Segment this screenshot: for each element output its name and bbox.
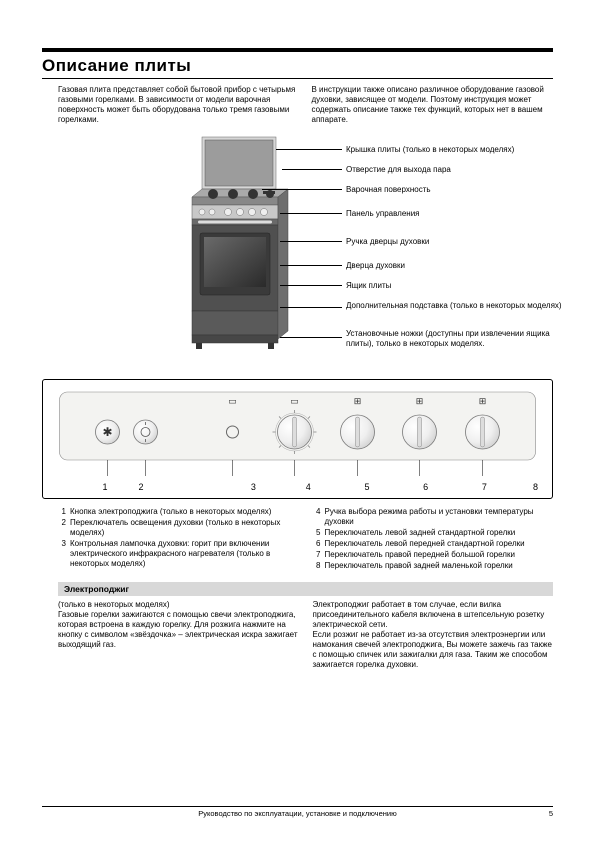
callout-handle: Ручка дверцы духовки [346,237,566,247]
callout-stand: Дополнительная подставка (только в некот… [346,301,566,311]
callout-panel: Панель управления [346,209,566,219]
panel-number-row: 1 2 3 4 5 6 7 8 [57,480,538,492]
ri-4: Ручка выбора режима работы и установки т… [325,507,554,527]
desc-left-col: 1Кнопка электроподжига (только в некотор… [58,507,299,572]
ri-6: Переключатель левой передней стандартной… [325,539,525,549]
svg-text:⊞: ⊞ [354,396,362,406]
stove-diagram: Крышка плиты (только в некоторых моделях… [42,133,553,373]
svg-text:✱: ✱ [102,425,112,439]
svg-text:⊞: ⊞ [416,396,424,406]
pn-5: 5 [311,482,370,492]
callout-line [280,265,342,266]
footer-text: Руководство по эксплуатации, установке и… [42,809,553,818]
intro-right: В инструкции также описано различное обо… [312,85,554,125]
title-underline [42,78,553,79]
top-thick-rule [42,48,553,52]
callout-drawer: Ящик плиты [346,281,566,291]
pn-8: 8 [487,482,538,492]
ri-8: Переключатель правой задней маленькой го… [325,561,513,571]
svg-text:▭: ▭ [290,396,299,406]
pn-6: 6 [369,482,428,492]
callout-line [280,307,342,308]
intro-left: Газовая плита представляет собой бытовой… [58,85,300,125]
ri-5: Переключатель левой задней стандартной г… [325,528,516,538]
pn-7: 7 [428,482,487,492]
pn-1: 1 [102,482,138,492]
callout-line [282,169,342,170]
callout-feet: Установочные ножки (доступны при извлече… [346,329,566,348]
page-footer: Руководство по эксплуатации, установке и… [42,806,553,818]
callout-lid: Крышка плиты (только в некоторых моделях… [346,145,566,155]
callout-steam: Отверстие для выхода пара [346,165,566,175]
li-2: Переключатель освещения духовки (только … [70,518,299,538]
li-3: Контрольная лампочка духовки: горит при … [70,539,299,569]
desc-right-col: 4Ручка выбора режима работы и установки … [313,507,554,572]
pn-4: 4 [256,482,311,492]
ignition-right: Электроподжиг работает в том случае, есл… [313,600,554,670]
control-panel-svg: ▭ ▭ ⊞ ⊞ ⊞ ✱ [57,390,538,480]
callout-line [280,213,342,214]
callout-line [276,149,342,150]
callout-hob: Варочная поверхность [346,185,566,195]
callout-line [280,285,342,286]
svg-text:▭: ▭ [228,396,237,406]
callout-line [262,189,342,190]
li-1: Кнопка электроподжига (только в некоторы… [70,507,271,517]
stove-illustration [168,135,298,365]
callout-door: Дверца духовки [346,261,566,271]
pn-3: 3 [193,482,255,492]
ignition-left: (только в некоторых моделях) Газовые гор… [58,600,299,670]
callout-line [280,241,342,242]
pn-2: 2 [138,482,193,492]
callout-line [280,337,342,338]
page-title: Описание плиты [42,56,553,76]
svg-text:⊞: ⊞ [479,396,487,406]
ignition-heading: Электроподжиг [58,582,553,596]
control-panel-figure: ▭ ▭ ⊞ ⊞ ⊞ ✱ [42,379,553,499]
ri-7: Переключатель правой передней большой го… [325,550,515,560]
